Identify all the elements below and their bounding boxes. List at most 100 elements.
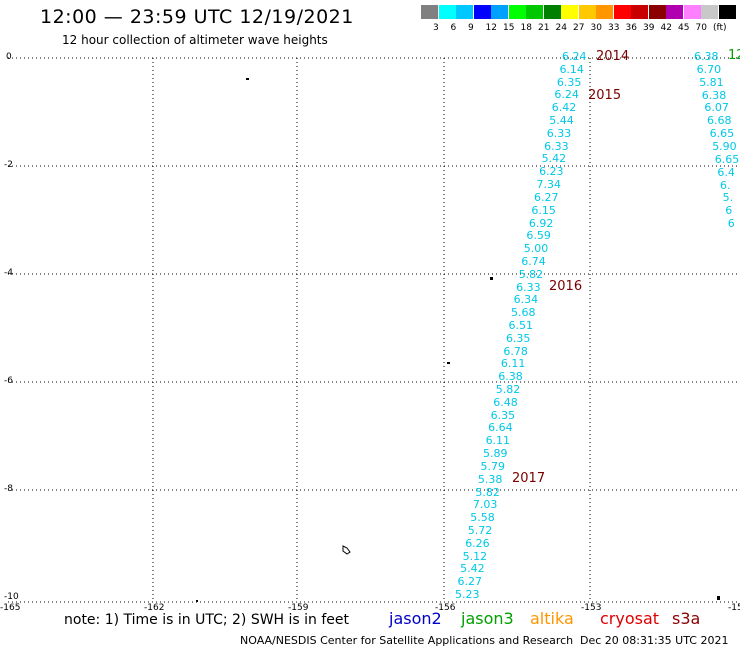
- small-island-1: [246, 78, 249, 80]
- x-tick-label: -165: [0, 603, 21, 613]
- y-tick-label: -8: [4, 484, 13, 494]
- wave-height-value: 5.38: [477, 472, 503, 486]
- wave-height-value: 6.26: [465, 536, 490, 550]
- legend-entry-altika: altika: [530, 609, 574, 628]
- wave-height-value: 5.89: [483, 447, 508, 461]
- wave-height-value: 5.82: [518, 267, 544, 281]
- colorbar-swatch: [613, 5, 631, 19]
- colorbar-label: 45: [678, 23, 690, 33]
- wave-height-value: 6.42: [551, 101, 577, 115]
- wave-height-value: 6.48: [493, 395, 518, 409]
- wave-height-value: 6.74: [521, 254, 546, 268]
- wave-height-value: 6.51: [508, 319, 534, 332]
- wave-height-value: 6.14: [559, 62, 584, 76]
- footer-credit: NOAA/NESDIS Center for Satellite Applica…: [240, 634, 574, 647]
- wave-height-value: 5.82: [475, 485, 500, 499]
- colorbar-swatch: [561, 5, 578, 19]
- small-island-6: [717, 596, 720, 600]
- colorbar-label: 18: [520, 23, 532, 33]
- colorbar-label: 30: [590, 23, 602, 33]
- legend-entry-jason3: jason3: [461, 609, 514, 628]
- colorbar-swatch: [543, 5, 561, 19]
- wave-height-value: 6.24: [554, 88, 579, 102]
- wave-height-value: 5.82: [495, 383, 521, 397]
- wave-height-value: 7.03: [472, 498, 498, 512]
- time-label: 2015: [588, 88, 622, 103]
- colorbar-swatch: [526, 5, 543, 19]
- wave-height-value: 6.33: [546, 126, 572, 140]
- footer-note: note: 1) Time is in UTC; 2) SWH is in fe…: [64, 612, 350, 628]
- colorbar-label: 9: [468, 23, 474, 33]
- colorbar-label: 39: [643, 23, 655, 33]
- wave-height-value: 6.15: [531, 203, 556, 217]
- wave-height-value: 6: [725, 204, 733, 218]
- colorbar-label: (ft): [713, 23, 727, 33]
- wave-height-value: 5.44: [549, 114, 574, 128]
- map-features: [196, 78, 720, 602]
- wave-height-value: 6.34: [513, 293, 539, 307]
- wave-height-value: 5.: [722, 191, 734, 205]
- wave-height-value: 6.35: [490, 408, 516, 422]
- colorbar-label: 70: [695, 23, 707, 33]
- y-tick-label: -10: [4, 592, 19, 602]
- wave-height-value: 6.4: [717, 165, 735, 179]
- wave-height-value: 6.59: [526, 229, 551, 243]
- y-tick-label: -4: [4, 268, 13, 278]
- colorbar-label: 15: [503, 23, 515, 33]
- wave-height-value: 5.68: [511, 306, 536, 320]
- wave-height-value: 6.68: [707, 114, 732, 128]
- legend-entry-jason2: jason2: [389, 609, 442, 628]
- small-island-5: [196, 600, 198, 602]
- wave-height-value: 6.35: [505, 331, 531, 345]
- colorbar-label: 42: [660, 23, 672, 33]
- wave-height-value: 6.38: [701, 88, 727, 102]
- legend-entry-s3a: s3a: [672, 609, 701, 628]
- legend-entry-cryosat: cryosat: [600, 609, 660, 628]
- wave-height-value: 6: [727, 217, 735, 231]
- y-tick-label: -2: [4, 160, 13, 170]
- time-label: 2016: [549, 279, 583, 294]
- wave-height-value: 6.92: [528, 216, 554, 230]
- x-tick-label: -150: [728, 603, 740, 613]
- colorbar-label: 3: [433, 23, 439, 33]
- colorbar-swatch: [491, 5, 508, 19]
- wave-height-value: 6.64: [488, 421, 513, 435]
- wave-height-value: 5.42: [460, 562, 485, 576]
- map-grid: [8, 57, 737, 603]
- wave-height-value: 6.27: [533, 190, 559, 204]
- wave-height-value: 6.65: [714, 152, 740, 166]
- colorbar-swatch: [438, 5, 456, 19]
- wave-height-value: 6.24: [562, 50, 587, 63]
- colorbar-swatch: [473, 5, 491, 19]
- colorbar-swatch: [631, 5, 648, 19]
- wave-height-value: 6.65: [709, 127, 735, 141]
- y-tick-label: 0: [6, 52, 12, 62]
- wave-height-value: 6.23: [539, 165, 564, 179]
- colorbar-swatch: [596, 5, 613, 19]
- wave-height-value: 6.38: [498, 370, 523, 384]
- time-label: 2017: [512, 471, 546, 486]
- wave-height-value: 5.12: [462, 549, 488, 563]
- wave-height-value: 5.79: [480, 459, 505, 473]
- wave-height-value: 7.34: [536, 178, 562, 192]
- wave-height-value: 6.35: [556, 75, 582, 89]
- colorbar-swatch: [508, 5, 526, 19]
- wave-height-value: 5.90: [712, 139, 737, 153]
- colorbar-swatch: [456, 5, 473, 19]
- colorbar-label: 36: [625, 23, 637, 33]
- footer-timestamp: Dec 20 08:31:35 UTC 2021: [580, 634, 729, 647]
- wave-height-value: 5.00: [523, 242, 549, 256]
- map-title: 12:00 — 23:59 UTC 12/19/2021: [40, 6, 354, 28]
- colorbar-label: 24: [555, 23, 567, 33]
- colorbar-swatch: [421, 5, 438, 19]
- wave-height-value: 6.38: [694, 50, 719, 63]
- wave-height-value: 5.42: [541, 152, 567, 166]
- small-island-4: [342, 545, 351, 555]
- time-label: 2014: [596, 49, 630, 64]
- small-island-2: [490, 277, 493, 280]
- colorbar-swatch: [666, 5, 683, 19]
- wave-height-value: 6.07: [704, 101, 729, 115]
- colorbar-swatch: [578, 5, 596, 19]
- y-tick-label: -6: [4, 376, 13, 386]
